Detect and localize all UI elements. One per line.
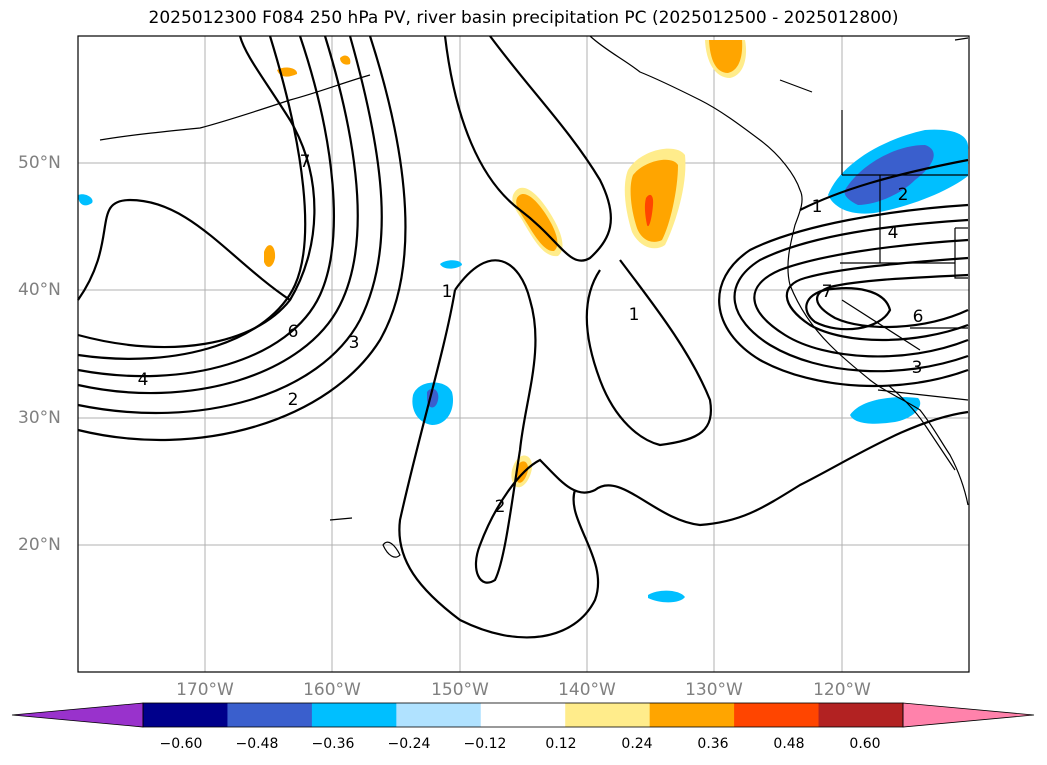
precip-blob-42n (440, 260, 462, 269)
colorbar-segment (649, 703, 735, 727)
colorbar-segment (734, 703, 820, 727)
lon-label: 160°W (303, 680, 361, 700)
lat-label: 50°N (18, 153, 61, 173)
contour-label: 4 (888, 223, 899, 243)
contour-label: 2 (898, 185, 909, 205)
colorbar-segment (480, 703, 566, 727)
colorbar-tick-label: −0.60 (159, 736, 203, 752)
colorbar (11, 702, 1035, 728)
colorbar-tick-label: −0.48 (235, 736, 279, 752)
colorbar-tick-label: 0.24 (621, 736, 653, 752)
colorbar-segment (396, 703, 482, 727)
contour-label: 1 (629, 305, 640, 325)
colorbar-segment (311, 703, 397, 727)
colorbar-tick-label: 0.60 (849, 736, 881, 752)
contour-label: 1 (442, 282, 453, 302)
lat-label: 20°N (18, 535, 61, 555)
precip-blob-16n (648, 590, 685, 603)
map-title: 2025012300 F084 250 hPa PV, river basin … (148, 8, 899, 28)
precip-blob-42n-w (264, 245, 276, 267)
colorbar-extend-right (902, 702, 1035, 728)
pv-contour-labels: 7 6 3 4 2 1 1 2 1 2 4 7 6 3 (138, 152, 924, 517)
contour-label: 4 (138, 370, 149, 390)
map-frame (77, 35, 970, 673)
contour-label: 7 (300, 152, 311, 172)
contour-label: 2 (288, 390, 299, 410)
colorbar-segment (818, 703, 904, 727)
colorbar-tick-label: 0.48 (773, 736, 805, 752)
precip-blob-47n (78, 194, 93, 206)
precip-blob-45n-mid (516, 193, 558, 252)
contour-label: 2 (495, 497, 506, 517)
precip-blob-baja (850, 397, 921, 424)
coastlines (99, 35, 969, 558)
lon-label: 170°W (176, 680, 234, 700)
lon-label: 120°W (813, 680, 871, 700)
pv-contours (77, 35, 969, 639)
contour-label: 3 (912, 358, 923, 378)
colorbar-tick-label: 0.36 (697, 736, 729, 752)
lat-label: 40°N (18, 280, 61, 300)
contour-label: 6 (913, 307, 924, 327)
colorbar-segment (565, 703, 651, 727)
lon-label: 150°W (431, 680, 489, 700)
lat-label: 30°N (18, 408, 61, 428)
map-panel: 7 6 3 4 2 1 1 2 1 2 4 7 6 3 (77, 35, 970, 673)
contour-label: 1 (812, 197, 823, 217)
contour-label: 7 (822, 282, 833, 302)
colorbar-segment (143, 703, 228, 727)
precip-shading (78, 40, 969, 603)
colorbar-extend-left (11, 702, 144, 728)
contour-label: 6 (288, 322, 299, 342)
graticule (78, 36, 969, 672)
lon-label: 140°W (558, 680, 616, 700)
colorbar-tick-label: −0.36 (311, 736, 355, 752)
colorbar-tick-label: 0.12 (545, 736, 577, 752)
precip-blob-59n (340, 55, 351, 65)
colorbar-segment (227, 703, 313, 727)
lon-label: 130°W (685, 680, 743, 700)
colorbar-tick-label: −0.12 (463, 736, 507, 752)
contour-label: 3 (349, 333, 360, 353)
precip-blob-48n-core (644, 194, 654, 227)
precip-blob-48n-mid (630, 159, 678, 242)
precip-blob-58n-mid (709, 40, 743, 73)
colorbar-tick-label: −0.24 (387, 736, 431, 752)
